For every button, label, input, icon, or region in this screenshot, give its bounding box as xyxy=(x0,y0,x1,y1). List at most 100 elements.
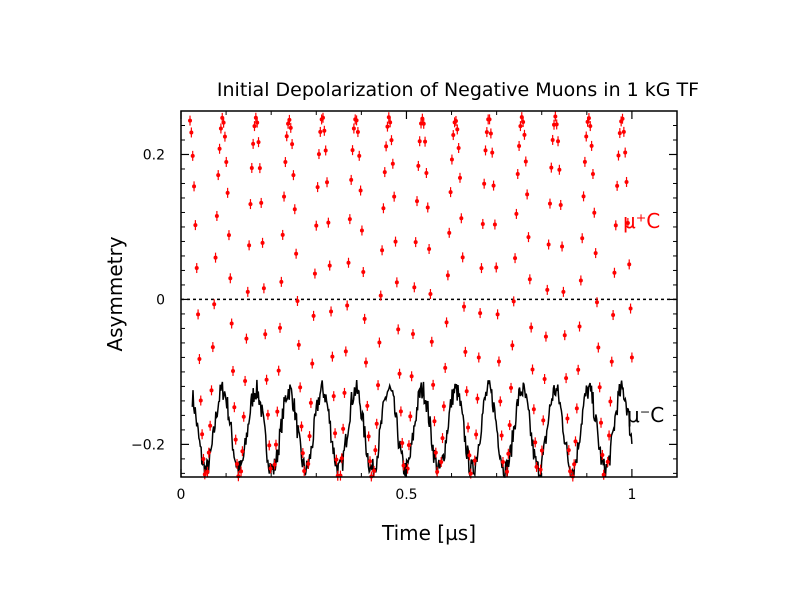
mu-plus-c-data-point xyxy=(244,336,249,341)
mu-plus-c-data-point xyxy=(248,202,253,207)
mu-plus-c-data-point xyxy=(455,127,460,132)
mu-plus-c-data-point xyxy=(608,399,613,404)
mu-plus-c-data-point xyxy=(565,416,570,421)
mu-plus-c-data-point xyxy=(367,459,372,464)
mu-plus-c-data-point xyxy=(443,365,448,370)
mu-plus-c-data-point xyxy=(590,172,595,177)
mu-plus-c-data-point xyxy=(239,469,244,474)
mu-plus-c-data-point xyxy=(326,220,331,225)
mu-plus-c-data-point xyxy=(553,114,558,119)
mu-plus-c-data-point xyxy=(226,233,231,238)
mu-plus-c-data-point xyxy=(377,340,382,345)
mu-plus-c-data-point xyxy=(468,471,473,476)
mu-plus-c-data-point xyxy=(416,163,421,168)
mu-plus-c-data-point xyxy=(362,316,367,321)
mu-plus-c-data-point xyxy=(613,223,618,228)
mu-plus-c-data-point xyxy=(327,263,332,268)
mu-plus-c-data-point xyxy=(224,159,229,164)
mu-plus-c-data-point xyxy=(605,459,610,464)
mu-plus-c-data-point xyxy=(320,115,325,120)
mu-plus-c-data-point xyxy=(278,325,283,330)
x-tick-label: 0.5 xyxy=(395,487,417,503)
mu-plus-c-data-point xyxy=(355,130,360,135)
mu-plus-c-data-point xyxy=(349,177,354,182)
mu-plus-c-data-point xyxy=(558,202,563,207)
mu-plus-c-data-point xyxy=(189,130,194,135)
mu-plus-c-data-point xyxy=(217,146,222,151)
mu-plus-c-data-point xyxy=(500,459,505,464)
mu-plus-c-data-point xyxy=(448,190,453,195)
mu-plus-c-data-point xyxy=(291,173,296,178)
mu-plus-c-data-point xyxy=(388,120,393,125)
mu-plus-c-data-point xyxy=(249,165,254,170)
mu-plus-c-data-point xyxy=(421,121,426,126)
mu-plus-c-data-point xyxy=(264,377,269,382)
mu-plus-c-data-point xyxy=(213,255,218,260)
mu-plus-c-data-point xyxy=(447,230,452,235)
mu-plus-c-data-point xyxy=(392,194,397,199)
mu-plus-c-data-point xyxy=(546,242,551,247)
mu-plus-c-data-point xyxy=(483,148,488,153)
mu-plus-c-data-point xyxy=(358,188,363,193)
mu-plus-c-data-point xyxy=(515,172,520,177)
mu-plus-c-data-point xyxy=(612,270,617,275)
mu-plus-c-data-point xyxy=(398,409,403,414)
x-tick-label: 1 xyxy=(627,487,636,503)
mu-plus-c-data-point xyxy=(312,271,317,276)
mu-plus-c-data-point xyxy=(564,376,569,381)
mu-plus-c-data-point xyxy=(243,378,248,383)
mu-plus-c-data-point xyxy=(263,332,268,337)
mu-plus-c-data-point xyxy=(482,181,487,186)
mu-plus-c-data-point xyxy=(252,124,257,129)
mu-plus-c-data-point xyxy=(230,368,235,373)
mu-plus-c-data-point xyxy=(517,143,522,148)
mu-plus-c-data-point xyxy=(396,327,401,332)
mu-plus-c-data-point xyxy=(381,206,386,211)
mu-plus-c-data-point xyxy=(296,342,301,347)
mu-plus-c-data-point xyxy=(456,145,461,150)
mu-plus-c-data-point xyxy=(476,355,481,360)
mu-plus-c-data-point xyxy=(417,139,422,144)
mu-plus-c-data-point xyxy=(560,244,565,249)
mu-plus-c-data-point xyxy=(611,313,616,318)
mu-plus-c-data-point xyxy=(510,343,515,348)
mu-plus-c-data-point xyxy=(389,138,394,143)
mu-plus-c-data-point xyxy=(487,117,492,122)
mu-plus-c-data-point xyxy=(311,313,316,318)
mu-plus-c-data-point xyxy=(413,240,418,245)
mu-plus-c-data-point xyxy=(257,166,262,171)
mu-plus-c-data-point xyxy=(310,361,315,366)
mu-plus-c-data-point xyxy=(556,139,561,144)
plot-area: 0 0.5 1 −0.2 0 0.2 xyxy=(131,110,678,503)
mu-plus-c-data-point xyxy=(287,117,292,122)
mu-plus-c-data-point xyxy=(484,130,489,135)
mu-plus-c-data-point xyxy=(228,276,233,281)
mu-plus-c-data-point xyxy=(306,461,311,466)
mu-plus-c-data-point xyxy=(424,170,429,175)
mu-plus-c-data-point xyxy=(261,286,266,291)
y-tick-label: 0 xyxy=(156,292,165,308)
mu-plus-c-data-point xyxy=(401,463,406,468)
mu-plus-c-data-point xyxy=(214,213,219,218)
mu-plus-c-data-point xyxy=(288,125,293,130)
mu-plus-c-data-point xyxy=(193,223,198,228)
mu-plus-c-data-point xyxy=(363,360,368,365)
mu-plus-c-data-point xyxy=(475,396,480,401)
mu-plus-c-data-point xyxy=(372,468,377,473)
mu-plus-c-data-point xyxy=(390,161,395,166)
mu-plus-c-data-point xyxy=(351,126,356,131)
mu-plus-c-data-point xyxy=(315,185,320,190)
mu-plus-c-data-point xyxy=(440,436,445,441)
mu-plus-c-data-point xyxy=(599,420,604,425)
mu-plus-c-data-point xyxy=(268,466,273,471)
mu-plus-c-data-point xyxy=(394,280,399,285)
mu-plus-c-data-point xyxy=(533,440,538,445)
mu-plus-c-data-point xyxy=(542,377,547,382)
mu-plus-c-data-point xyxy=(549,165,554,170)
mu-plus-c-data-point xyxy=(201,456,206,461)
mu-plus-c-data-point xyxy=(464,389,469,394)
mu-plus-c-data-point xyxy=(467,453,472,458)
mu-plus-c-data-point xyxy=(221,120,226,125)
mu-plus-c-data-point xyxy=(474,432,479,437)
mu-plus-c-data-point xyxy=(578,278,583,283)
